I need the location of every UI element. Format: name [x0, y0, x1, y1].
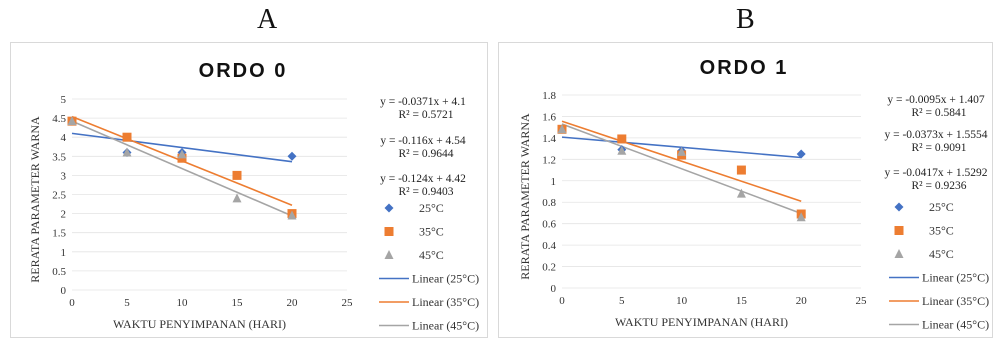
data-point-series-3 [736, 188, 746, 198]
y-tick-label: 5 [61, 94, 67, 106]
legend-marker [384, 203, 394, 213]
trendline-r2: R² = 0.9644 [399, 148, 454, 160]
x-axis-label: WAKTU PENYIMPANAN (HARI) [113, 317, 286, 331]
y-tick-label: 0.2 [542, 262, 556, 274]
trendline-equation: y = -0.0371x + 4.1 [380, 96, 466, 108]
legend-marker [384, 250, 394, 259]
x-tick-label: 5 [124, 297, 130, 309]
legend-marker [384, 227, 394, 236]
data-point-series-1 [796, 149, 806, 159]
y-tick-label: 0.5 [52, 266, 66, 278]
legend-label: 35°C [929, 224, 954, 238]
x-axis-label: WAKTU PENYIMPANAN (HARI) [615, 315, 788, 329]
y-tick-label: 4 [61, 132, 67, 144]
data-point-series-3 [617, 145, 627, 155]
y-tick-label: 0 [61, 285, 67, 297]
y-tick-label: 4.5 [52, 113, 66, 125]
trendline-r2: R² = 0.9403 [399, 186, 454, 198]
x-tick-label: 10 [676, 295, 688, 307]
y-tick-label: 1 [551, 176, 557, 188]
data-point-series-3 [232, 193, 242, 203]
x-tick-label: 0 [69, 297, 75, 309]
trendline-r2: R² = 0.5721 [399, 109, 454, 121]
legend-label: Linear (25°C) [922, 271, 989, 285]
x-tick-label: 0 [559, 295, 565, 307]
trendline-equation: y = -0.116x + 4.54 [380, 135, 466, 147]
trendline-3 [71, 120, 293, 217]
data-point-series-3 [67, 116, 77, 126]
legend-label: 45°C [929, 247, 954, 261]
y-tick-label: 1.5 [52, 228, 66, 240]
data-point-series-3 [287, 210, 297, 220]
legend-label: 25°C [929, 200, 954, 214]
trendline-equation: y = -0.124x + 4.42 [380, 173, 466, 185]
trendline-equation: y = -0.0095x + 1.407 [887, 94, 985, 106]
y-axis-label: RERATA PARAMETER WARNA [28, 116, 42, 283]
data-point-series-3 [557, 124, 567, 134]
data-point-series-3 [796, 212, 806, 222]
data-point-series-2 [232, 170, 242, 180]
data-point-series-3 [122, 147, 132, 157]
y-tick-label: 1.2 [542, 154, 556, 166]
chart-title: ORDO 0 [199, 60, 288, 82]
x-tick-label: 25 [342, 297, 354, 309]
trendline-3 [561, 123, 802, 215]
legend-label: 35°C [419, 225, 444, 239]
data-point-series-3 [177, 149, 187, 159]
legend-marker [894, 202, 904, 212]
legend-label: Linear (25°C) [412, 272, 479, 286]
legend-label: Linear (35°C) [922, 294, 989, 308]
y-tick-label: 2.5 [52, 190, 66, 202]
legend-label: Linear (45°C) [922, 318, 989, 332]
chart-ordo-0-svg: ORDO 0 0 0.5 1 1.5 2 2.5 3 3.5 4 4.5 5 0 5 10 15 20 25 WAK… [28, 60, 479, 333]
chart-panel-ordo-1: ORDO 1 0 0.2 0.4 0.6 0.8 1 1.2 1.4 1.6 1.8 0 5 10 15 20… [498, 42, 993, 338]
y-tick-label: 0.6 [542, 219, 556, 231]
trendline-equation: y = -0.0373x + 1.5554 [884, 129, 987, 141]
y-tick-label: 2 [61, 209, 67, 221]
data-point-series-2 [122, 132, 132, 142]
x-tick-label: 20 [796, 295, 808, 307]
y-tick-label: 3 [61, 170, 67, 182]
chart-title: ORDO 1 [700, 57, 789, 79]
y-tick-label: 1.8 [542, 90, 556, 102]
data-point-series-3 [677, 146, 687, 156]
y-tick-label: 0.8 [542, 197, 556, 209]
trendline-r2: R² = 0.9091 [912, 142, 967, 154]
data-point-series-1 [287, 151, 297, 161]
trendline-2 [561, 120, 802, 202]
legend-label: 25°C [419, 201, 444, 215]
panel-letter-b: B [736, 4, 755, 35]
trendline-r2: R² = 0.5841 [912, 107, 967, 119]
y-tick-label: 1 [61, 247, 67, 259]
y-tick-label: 1.6 [542, 111, 556, 123]
legend-marker [894, 249, 904, 258]
chart-ordo-1-svg: ORDO 1 0 0.2 0.4 0.6 0.8 1 1.2 1.4 1.6 1.8 0 5 10 15 20… [518, 57, 989, 332]
data-point-series-2 [736, 165, 746, 175]
y-tick-label: 1.4 [542, 133, 556, 145]
x-tick-label: 15 [736, 295, 748, 307]
y-axis-label: RERATA PARAMETER WARNA [518, 113, 532, 280]
trendline-equation: y = -0.0417x + 1.5292 [884, 167, 987, 179]
y-tick-label: 0.4 [542, 240, 556, 252]
legend-label: Linear (35°C) [412, 295, 479, 309]
chart-panel-ordo-0: ORDO 0 0 0.5 1 1.5 2 2.5 3 3.5 4 4.5 5 0 5 10 15 20 25 WAK… [10, 42, 488, 338]
data-point-series-2 [617, 134, 627, 144]
x-tick-label: 25 [856, 295, 868, 307]
y-tick-label: 3.5 [52, 151, 66, 163]
panel-letter-a: A [257, 4, 278, 35]
y-tick-label: 0 [551, 283, 557, 295]
legend-marker [894, 226, 904, 235]
x-tick-label: 15 [232, 297, 244, 309]
legend-label: 45°C [419, 248, 444, 262]
x-tick-label: 10 [177, 297, 189, 309]
x-tick-label: 5 [619, 295, 625, 307]
trendline-1 [71, 132, 293, 163]
trendline-r2: R² = 0.9236 [912, 180, 967, 192]
x-tick-label: 20 [287, 297, 299, 309]
legend-label: Linear (45°C) [412, 319, 479, 333]
